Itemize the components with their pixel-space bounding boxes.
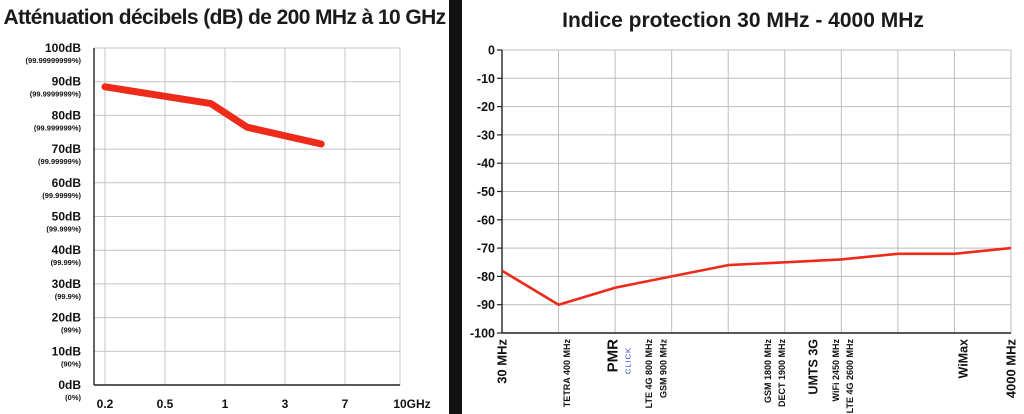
x-tick-label: GSM 1800 MHz [763,339,773,404]
y-tick-sublabel: (99.999999%) [34,123,82,132]
attenuation-chart: 100dB(99.99999999%) 90dB(99.9999999%) 80dB… [26,41,431,411]
y-tick-label: 40dB [52,243,82,257]
y-tick-label: 0dB [58,378,81,392]
x-label-group: 30 MHz [495,339,510,384]
x-label-group: LTE 4G 800 MHz [644,339,654,409]
y-tick-label: 20dB [52,311,82,325]
x-tick-label: WiMax [956,339,970,379]
y-tick-label: 100dB [45,41,81,55]
y-tick-label: 70dB [52,142,82,156]
x-tick-sublabel: CLICK [623,347,632,374]
protection-index-chart-title: Indice protection 30 MHz - 4000 MHz [562,9,924,32]
x-tick-label: WiFi 2450 MHz [831,339,841,402]
x-label-group: PMR CLICK [605,339,633,374]
y-tick-label: -60 [477,213,495,227]
x-tick-label: LTE 4G 2600 MHz [845,339,855,414]
x-tick-label: 0.5 [157,397,174,411]
x-tick-label: DECT 1900 MHz [777,339,787,408]
x-tick-label: UMTS 3G [806,339,820,395]
y-tick-label: -10 [477,72,495,86]
y-tick-label: -50 [477,185,495,199]
y-tick-sublabel: (99.99999%) [38,157,81,166]
x-tick-label: 30 MHz [495,339,510,384]
x-label-group: GSM 1800 MHz [763,339,773,404]
x-label-group: WiFi 2450 MHz [831,339,841,402]
y-tick-sublabel: (99.99999999%) [26,56,82,65]
x-tick-label: GSM 900 MHz [658,339,668,399]
y-tick-label: -90 [477,298,495,312]
y-tick-label: -30 [477,128,495,142]
x-tick-label: 0.2 [97,397,114,411]
y-tick-sublabel: (99.999%) [46,225,81,234]
x-tick-label: LTE 4G 800 MHz [644,339,654,409]
y-tick-label: -20 [477,100,495,114]
x-tick-label: 7 [342,397,349,411]
x-label-group: TETRA 400 MHz [562,339,572,408]
y-tick-label: 50dB [52,210,82,224]
protection-index-series-line [502,246,1011,307]
x-label-group: GSM 900 MHz [658,339,668,399]
x-tick-label: TETRA 400 MHz [562,339,572,408]
y-tick-sublabel: (99.9999999%) [30,90,82,99]
x-label-group: WiMax [956,339,970,379]
x-tick-label: 1 [222,397,229,411]
y-tick-label: 80dB [52,108,82,122]
y-tick-label: 0 [488,44,495,58]
attenuation-chart-title: Atténuation décibels (dB) de 200 MHz à 1… [3,6,446,29]
y-tick-label: -40 [477,157,495,171]
y-tick-sublabel: (99.9%) [55,292,82,301]
x-label-group: LTE 4G 2600 MHz [845,339,855,414]
y-tick-sublabel: (99.99%) [51,258,82,267]
y-tick-label: 30dB [52,277,82,291]
y-tick-label: 10dB [52,344,82,358]
protection-index-chart-panel: Indice protection 30 MHz - 4000 MHz 0 -10… [462,0,1024,414]
attenuation-chart-panel: Atténuation décibels (dB) de 200 MHz à 1… [0,0,449,414]
x-tick-label: 4000 MHz [1004,339,1019,399]
x-label-group: DECT 1900 MHz [777,339,787,408]
x-tick-label: 3 [282,397,289,411]
y-tick-sublabel: (0%) [65,393,81,402]
y-tick-sublabel: (90%) [61,359,82,368]
x-label-group: UMTS 3G [806,339,820,395]
y-tick-label: -80 [477,270,495,284]
attenuation-series-line [101,83,325,148]
y-tick-label: 90dB [52,75,82,89]
y-tick-sublabel: (99.9999%) [42,191,81,200]
x-label-group: 4000 MHz [1004,339,1019,399]
x-tick-label: PMR [605,339,622,373]
y-tick-label: 60dB [52,176,82,190]
y-tick-label: -70 [477,242,495,256]
y-tick-label: -100 [470,327,495,341]
y-tick-sublabel: (99%) [61,326,82,335]
x-tick-label: 10GHz [393,397,430,411]
